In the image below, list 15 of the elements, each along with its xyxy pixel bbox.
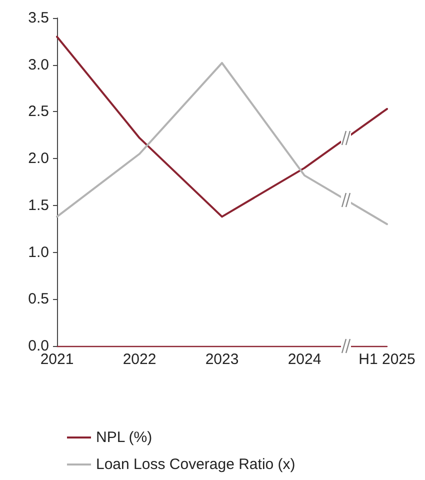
y-tick-label: 0.5 xyxy=(28,290,49,308)
line-series xyxy=(56,36,388,218)
y-tick-label: 2.5 xyxy=(28,103,49,120)
y-tick-label: 3.5 xyxy=(28,10,49,26)
y-tick-label: 2.0 xyxy=(28,150,49,168)
x-tick-label: 2022 xyxy=(122,351,156,368)
y-tick-label: 1.5 xyxy=(28,196,49,214)
legend-label: Loan Loss Coverage Ratio (x) xyxy=(96,456,296,473)
x-tick-label: 2024 xyxy=(288,351,322,368)
y-tick-label: 3.0 xyxy=(28,56,49,74)
legend-label: NPL (%) xyxy=(96,429,152,446)
x-tick-label: 2023 xyxy=(205,351,239,368)
x-tick-label: H1 2025 xyxy=(358,351,416,368)
y-tick-label: 1.0 xyxy=(28,244,49,261)
line-series xyxy=(56,62,388,226)
